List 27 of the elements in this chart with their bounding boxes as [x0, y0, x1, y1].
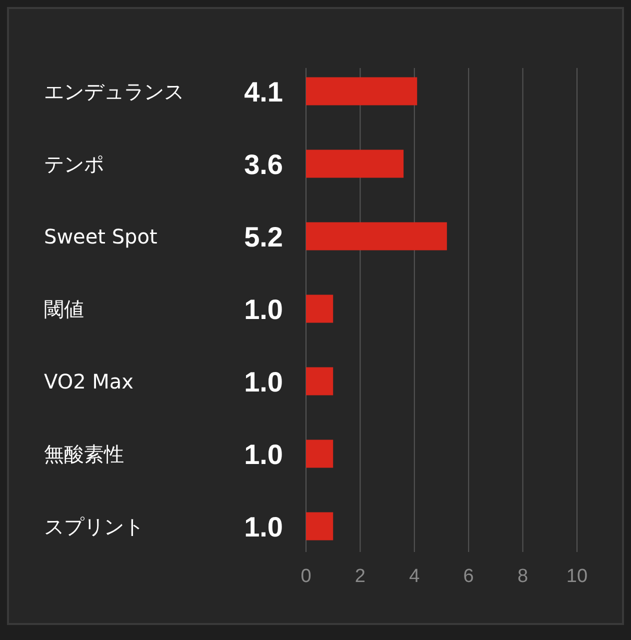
y-tick-label: テンポ — [44, 152, 104, 176]
bar — [306, 294, 334, 323]
data-label: 1.0 — [244, 294, 283, 325]
bar — [306, 150, 404, 178]
data-label: 1.0 — [244, 366, 283, 398]
y-tick-label: スプリント — [44, 514, 144, 538]
data-label: 1.0 — [244, 511, 283, 542]
y-tick-label: 無酸素性 — [44, 442, 124, 466]
bar — [306, 440, 334, 468]
x-tick-label: 6 — [463, 566, 474, 587]
bar — [306, 512, 334, 540]
x-tick-label: 0 — [300, 566, 312, 587]
data-label: 4.1 — [244, 76, 283, 108]
bar — [306, 367, 334, 396]
bar — [306, 77, 418, 106]
x-tick-label: 4 — [409, 566, 420, 587]
data-label: 5.2 — [244, 221, 283, 252]
x-tick-label: 8 — [518, 566, 528, 587]
y-tick-label: エンデュランス — [44, 79, 184, 104]
x-tick-label: 10 — [566, 566, 588, 587]
bar — [306, 222, 447, 250]
y-tick-label: Sweet Spot — [44, 224, 158, 248]
data-label: 3.6 — [244, 148, 283, 180]
x-tick-label: 2 — [354, 566, 366, 587]
data-label: 1.0 — [244, 438, 283, 470]
y-tick-label: 閾値 — [44, 296, 84, 321]
y-tick-label: VO2 Max — [44, 369, 134, 394]
